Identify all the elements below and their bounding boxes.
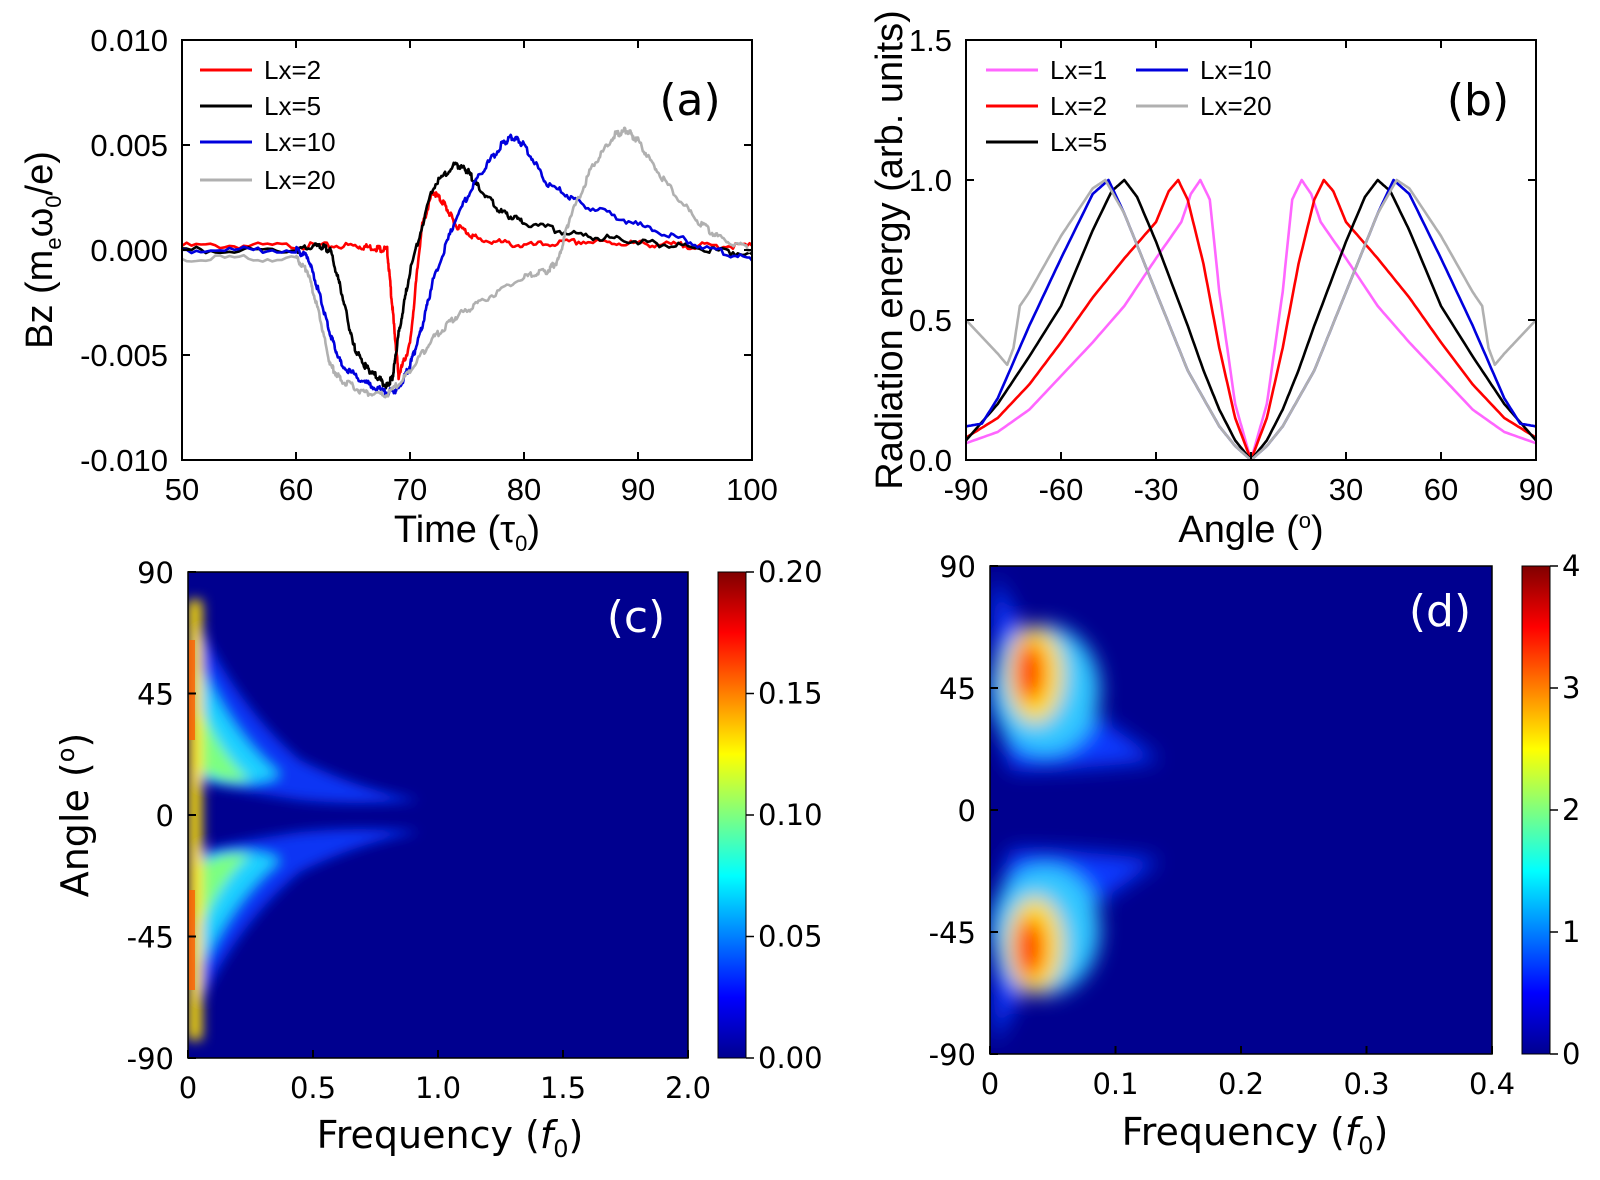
panel-b-legend: Lx=1 Lx=2 Lx=5 Lx=10 Lx=20 bbox=[986, 55, 1272, 157]
panel-c-xtick-label: 1.5 bbox=[540, 1071, 586, 1105]
legend-entry: Lx=20 bbox=[1200, 91, 1272, 121]
panel-c-colorbar-label: 0.15 bbox=[758, 677, 823, 711]
panel-b-ytick-label: 0.0 bbox=[909, 443, 952, 478]
panel-c-xtick-label: 0.5 bbox=[290, 1071, 336, 1105]
panel-a-chart: 50 60 70 80 90 100 -0.010 -0.005 0.000 0.005 0.010… bbox=[19, 23, 778, 556]
panel-c-ytick-label: 90 bbox=[137, 556, 174, 590]
panel-d-colorbar-label: 3 bbox=[1562, 671, 1580, 705]
legend-entry: Lx=20 bbox=[264, 165, 336, 195]
panel-c-xtick-label: 1.0 bbox=[415, 1071, 461, 1105]
panel-a-ylabel: eBz (meω0/e) bbox=[19, 151, 66, 349]
legend-entry: Lx=5 bbox=[1050, 127, 1107, 157]
panel-d-ytick-label: -45 bbox=[929, 916, 976, 950]
panel-d-xtick-label: 0.4 bbox=[1469, 1067, 1515, 1101]
series-line-Lx=5 bbox=[182, 161, 752, 390]
panel-c-xtick-label: 2.0 bbox=[665, 1071, 711, 1105]
panel-d-colorbar-label: 1 bbox=[1562, 915, 1580, 949]
panel-b-xlabel: Angle (o) bbox=[1178, 508, 1323, 551]
legend-entry: Lx=2 bbox=[264, 55, 321, 85]
panel-c-colorbar-label: 0.00 bbox=[758, 1041, 823, 1075]
panel-a-xlabel: Time (τ0) bbox=[394, 509, 540, 556]
panel-b-xtick-label: 60 bbox=[1424, 472, 1458, 507]
panel-c-ytick-label: -45 bbox=[127, 921, 174, 955]
panel-d-chart: 0 0.1 0.2 0.3 0.4 -90 -45 0 45 90 0 1 2 3 4 (d) Freque… bbox=[929, 549, 1581, 1160]
series-line-Lx=5 bbox=[966, 178, 1536, 460]
panel-c-colorbar bbox=[717, 571, 747, 1059]
panel-d-label: (d) bbox=[1409, 586, 1471, 637]
panel-c-ytick-label: 0 bbox=[156, 799, 174, 833]
panel-c-heatmap bbox=[188, 572, 688, 1058]
panel-b-ytick-label: 0.5 bbox=[909, 303, 952, 338]
panel-d-xtick-label: 0.3 bbox=[1343, 1067, 1389, 1101]
panel-b-label: (b) bbox=[1447, 75, 1509, 126]
panel-d-colorbar-label: 2 bbox=[1562, 793, 1580, 827]
panel-a-ytick-label: -0.010 bbox=[80, 443, 168, 478]
panel-c-xlabel: Frequency (f0) bbox=[317, 1113, 584, 1163]
panel-a-xtick-label: 50 bbox=[165, 472, 199, 507]
panel-c-colorbar-label: 0.05 bbox=[758, 920, 823, 954]
series-line-Lx=10 bbox=[182, 133, 752, 397]
panel-d-colorbar bbox=[1521, 565, 1551, 1055]
panel-a-ytick-label: 0.010 bbox=[90, 23, 168, 58]
panel-c-chart: 0 0.5 1.0 1.5 2.0 -90 -45 0 45 90 0.00 0.05 0.10 0.15… bbox=[52, 555, 823, 1163]
panel-c-xtick-label: 0 bbox=[179, 1071, 197, 1105]
panel-d-xlabel: Frequency (f0) bbox=[1122, 1110, 1389, 1160]
legend-entry: Lx=10 bbox=[264, 127, 336, 157]
panel-c-colorbar-label: 0.10 bbox=[758, 798, 823, 832]
panel-d-ytick-label: -90 bbox=[929, 1038, 976, 1072]
panel-a-ytick-label: 0.005 bbox=[90, 128, 168, 163]
panel-d-xtick-label: 0.1 bbox=[1092, 1067, 1138, 1101]
panel-b-ylabel: Radiation energy (arb. units) bbox=[869, 10, 911, 489]
panel-c-colorbar-label: 0.20 bbox=[758, 555, 823, 589]
panel-a-xtick-label: 90 bbox=[621, 472, 655, 507]
panel-d-xtick-label: 0 bbox=[981, 1067, 999, 1101]
panel-c-ylabel: Angle (o) bbox=[52, 733, 97, 898]
panel-b-ytick-label: 1.5 bbox=[909, 23, 952, 58]
legend-entry: Lx=5 bbox=[264, 91, 321, 121]
panel-d-ytick-label: 90 bbox=[939, 550, 976, 584]
panel-a-xtick-label: 60 bbox=[279, 472, 313, 507]
panel-c-ytick-label: 45 bbox=[137, 678, 174, 712]
panel-b-ytick-label: 1.0 bbox=[909, 163, 952, 198]
panel-d-xtick-label: 0.2 bbox=[1218, 1067, 1264, 1101]
panel-a-ytick-label: 0.000 bbox=[90, 233, 168, 268]
panel-a-xtick-label: 80 bbox=[507, 472, 541, 507]
panel-b-chart: -90 -60 -30 0 30 60 900.00.51.01.5 Lx=1Lx=2Lx=… bbox=[869, 10, 1553, 551]
legend-entry: Lx=2 bbox=[1050, 91, 1107, 121]
panel-d-ytick-label: 45 bbox=[939, 672, 976, 706]
panel-d-colorbar-label: 0 bbox=[1562, 1037, 1580, 1071]
panel-c-label: (c) bbox=[607, 592, 666, 643]
series-line-Lx=20 bbox=[182, 126, 752, 399]
panel-a-xtick-label: 100 bbox=[726, 472, 778, 507]
panel-b-xtick-label: -30 bbox=[1134, 472, 1179, 507]
legend-entry: Lx=10 bbox=[1200, 55, 1272, 85]
panel-a-legend: Lx=2 Lx=5 Lx=10 Lx=20 bbox=[200, 55, 336, 195]
series-line-Lx=20 bbox=[966, 178, 1536, 460]
panel-b-xtick-label: 90 bbox=[1519, 472, 1553, 507]
series-line-Lx=2 bbox=[182, 189, 752, 381]
panel-b-xtick-label: -60 bbox=[1039, 472, 1084, 507]
panel-b-xtick-label: -90 bbox=[944, 472, 989, 507]
panel-b-xtick-label: 30 bbox=[1329, 472, 1363, 507]
legend-entry: Lx=1 bbox=[1050, 55, 1107, 85]
panel-a-label: (a) bbox=[659, 75, 720, 126]
series-line-Lx=2 bbox=[966, 178, 1536, 460]
series-line-Lx=1 bbox=[966, 178, 1536, 460]
panel-b-xtick-label: 0 bbox=[1242, 472, 1259, 507]
panel-d-ytick-label: 0 bbox=[958, 794, 976, 828]
panel-d-heatmap bbox=[990, 566, 1492, 1054]
panel-a-ytick-label: -0.005 bbox=[80, 338, 168, 373]
series-line-Lx=10 bbox=[966, 178, 1536, 460]
panel-a-xtick-label: 70 bbox=[393, 472, 427, 507]
panel-d-colorbar-label: 4 bbox=[1562, 549, 1580, 583]
panel-c-ytick-label: -90 bbox=[127, 1042, 174, 1076]
